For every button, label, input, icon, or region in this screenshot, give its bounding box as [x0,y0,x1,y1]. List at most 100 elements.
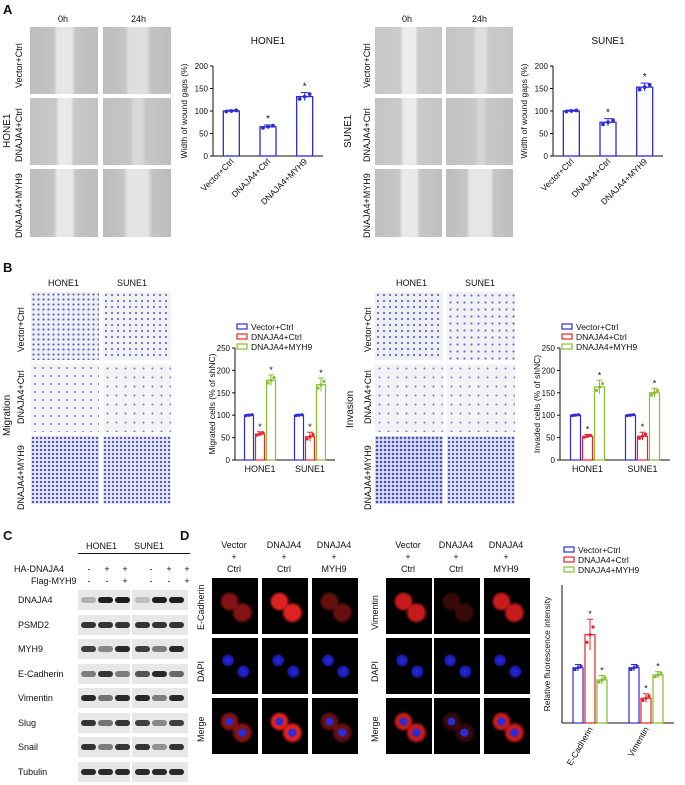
treatment-sign: + [122,564,128,574]
data-point [611,118,615,122]
data-point [272,375,276,380]
x-tick-label: SUNE1 [295,464,325,474]
wound-image-hone1-dnaja4-0h [30,98,98,165]
data-point [247,413,251,417]
data-point [597,385,602,389]
blot-band [135,768,150,775]
protein-label: Slug [18,717,37,728]
data-point [655,388,660,393]
blot-band [81,670,96,677]
blot-strip [78,590,130,610]
significance-mark: * [586,424,590,434]
data-point [564,109,569,114]
data-point [628,413,633,417]
panel-letter-a: A [3,2,13,17]
if-image [484,638,530,694]
blot-band [135,744,150,750]
significance-mark: * [266,114,270,125]
legend-swatch [561,323,573,330]
blot-band [169,768,184,775]
data-point [656,673,660,677]
treatment-sign: - [167,576,171,586]
group-label-b3: DNAJA4+MYH9 [16,445,26,510]
if-image [212,638,258,694]
x-label-group: E-Cadherin [565,725,595,767]
y-label-group: Invaded cells (% of shNC) [532,355,542,453]
y-tick-label: 100 [217,411,231,420]
protein-label: DNAJA4 [18,595,53,605]
blot-band [169,597,184,603]
y-axis-label: Relative fluorescence intensity [542,596,552,712]
bar [243,414,255,461]
significance-mark: * [269,365,273,375]
blot-band [98,744,113,750]
if-image [386,578,432,634]
group-label-a1: Vector+Ctrl [14,43,24,88]
if-image [262,578,308,634]
wound-image-hone1-myh9-24h [103,169,171,237]
blot-band [81,768,96,775]
col-label-b-hone1-right: HONE1 [396,278,428,288]
data-point [640,434,645,438]
blot-strip [78,688,130,708]
if-row-label: DAPI [196,660,206,682]
if-image [212,578,258,634]
data-point [574,108,579,113]
data-point [322,379,326,383]
blot-band [81,646,96,652]
if-image [484,578,530,634]
wound-image-sune1-dnaja4-0h [375,98,442,165]
blot-band [152,597,167,603]
blot-band [98,597,113,603]
bar [572,667,584,724]
legend-swatch [236,323,248,330]
wound-image-sune1-vector-24h [446,27,513,94]
y-axis-label: Migrated cells (% of shNC) [207,353,217,454]
wound-image-sune1-myh9-24h [446,169,513,237]
if-row-label: DAPI [370,660,380,682]
data-point [579,664,583,668]
x-label-group: Vimentin [626,725,651,759]
if-col-label: Vector [221,540,247,550]
blot-strip [78,614,130,635]
if-row-label: E-Cadherin [196,584,206,630]
data-point [307,92,312,97]
y-tick-label: 50 [546,434,555,443]
row-label-sune1-a: SUNE1 [343,114,354,148]
bar [315,384,327,461]
y-tick-label: 150 [217,389,231,398]
data-point [261,125,265,130]
data-point [258,432,262,436]
blot-band [152,621,167,628]
blot-band [98,621,113,628]
significance-mark: * [258,422,262,432]
y-tick-label: 250 [217,344,231,353]
transwell-invasion-hone1-vector [375,292,443,360]
blot-band [152,695,167,701]
significance-mark: * [308,422,312,432]
time-label-0h-left: 0h [58,14,69,24]
data-point [582,435,587,439]
if-col-label: MYH9 [493,564,519,574]
wound-image-hone1-vector-0h [30,27,98,94]
transwell-migration-sune1-dnaja4 [103,364,171,432]
blot-band [169,621,184,628]
bar [581,435,594,461]
y-label-group: Width of wound gaps (%) [519,63,529,158]
bar [628,667,640,724]
bar [222,110,240,157]
x-tick-label: HONE1 [572,464,603,474]
bar [293,414,305,461]
if-image [386,698,432,754]
if-row-label: Vimentin [370,595,380,630]
data-point [271,123,275,128]
data-point [573,413,578,417]
transwell-migration-hone1-dnaja4 [31,364,99,432]
if-image [312,578,358,634]
significance-mark: * [303,82,307,93]
x-tick-label: HONE1 [244,464,275,474]
group-label-b4: Vector+Ctrl [363,307,373,352]
blot-band [98,768,113,775]
